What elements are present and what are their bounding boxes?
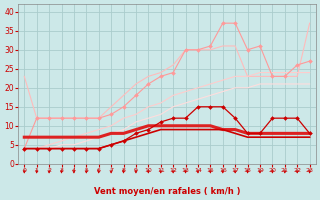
X-axis label: Vent moyen/en rafales ( km/h ): Vent moyen/en rafales ( km/h ) [94, 187, 240, 196]
